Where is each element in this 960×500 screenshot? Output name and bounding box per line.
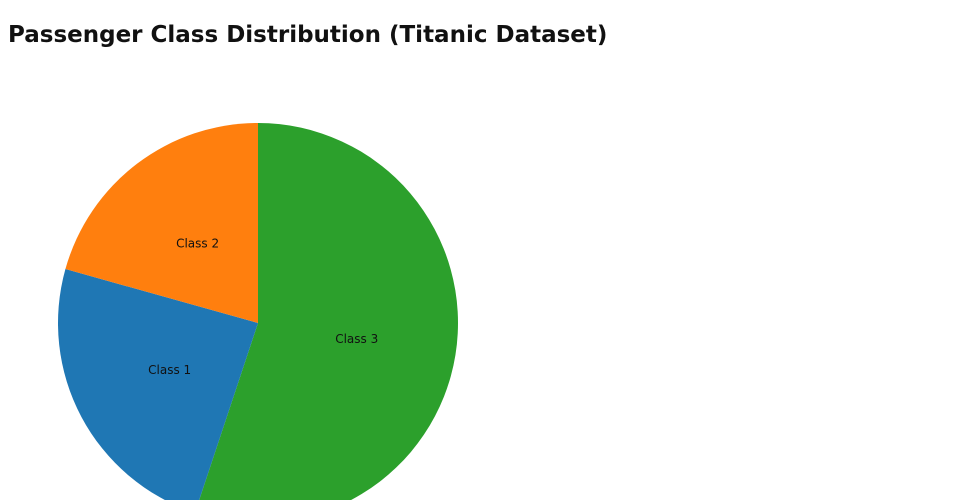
pie-slice-class-3 [199,123,458,500]
slice-label: Class 1 [148,363,191,377]
chart-title: Passenger Class Distribution (Titanic Da… [8,22,608,48]
pie-slice-class-1 [58,269,258,500]
slice-label: Class 3 [335,332,378,346]
slice-label: Class 2 [176,236,219,250]
pie-slice-class-2 [65,123,258,323]
